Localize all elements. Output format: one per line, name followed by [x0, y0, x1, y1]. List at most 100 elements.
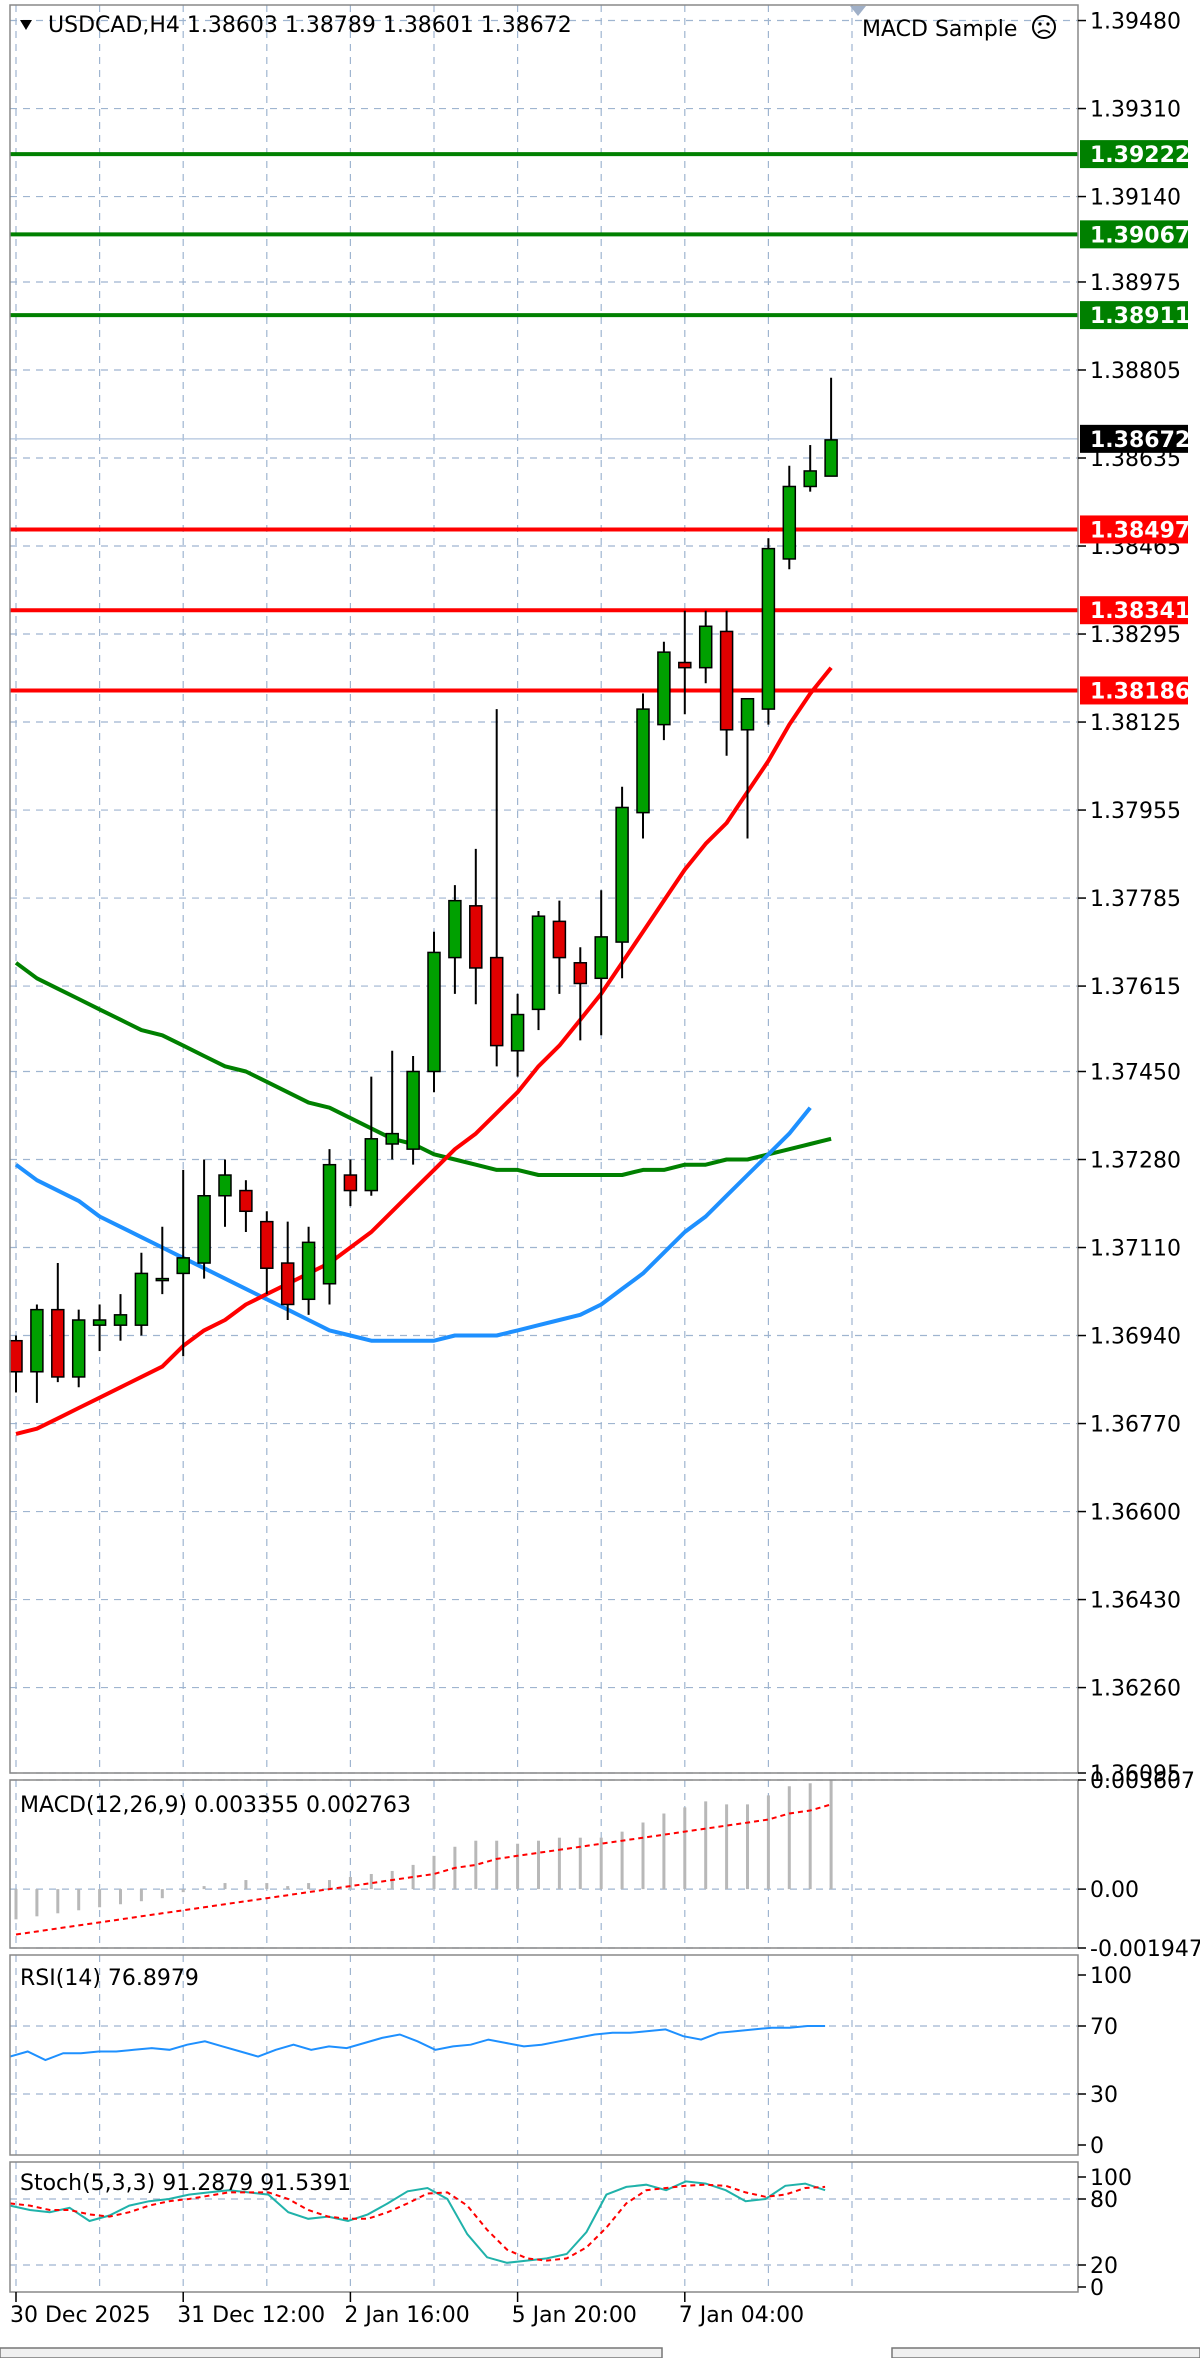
candle-body: [698, 625, 713, 669]
candle[interactable]: [489, 709, 504, 1067]
candle[interactable]: [30, 1304, 44, 1403]
macd-signal-line: [15, 1803, 832, 1936]
candle[interactable]: [636, 693, 650, 839]
candle[interactable]: [782, 465, 797, 570]
candle[interactable]: [239, 1180, 253, 1232]
candle[interactable]: [322, 1149, 337, 1305]
chart-menu-triangle-icon[interactable]: [20, 20, 32, 30]
candle[interactable]: [573, 947, 588, 1041]
price-tick-label: 1.36430: [1090, 1589, 1181, 1614]
candle[interactable]: [9, 1335, 23, 1393]
stoch-pane-border: [9, 2161, 1079, 2293]
stoch-tick-label: 20: [1090, 2254, 1118, 2279]
candle[interactable]: [343, 1159, 358, 1207]
price-tick-label: 1.39140: [1090, 186, 1181, 211]
rsi-grid: [10, 1955, 1078, 2155]
candle[interactable]: [92, 1304, 107, 1352]
candle[interactable]: [385, 1050, 399, 1160]
candle[interactable]: [364, 1076, 379, 1196]
resistance-level-tag: 1.39067: [1090, 223, 1190, 248]
candle[interactable]: [824, 377, 838, 477]
tab-strip-right[interactable]: [891, 2347, 1200, 2359]
resistance-level-tag: 1.38911: [1090, 304, 1190, 329]
candle-body: [134, 1272, 149, 1326]
time-tick-label: 2 Jan 16:00: [344, 2303, 469, 2328]
stoch-lines: [9, 2180, 826, 2264]
candle[interactable]: [113, 1294, 128, 1341]
stoch-tick-label: 100: [1090, 2166, 1132, 2191]
price-tick-label: 1.39480: [1090, 10, 1181, 35]
price-tick-label: 1.36940: [1090, 1325, 1181, 1350]
horizontal-scrollbar[interactable]: [0, 2347, 663, 2359]
candle[interactable]: [260, 1211, 274, 1295]
rsi-pane[interactable]: 100 70 30 0 RSI(14) 76.8979: [9, 1954, 1132, 2159]
support-level-tag: 1.38497: [1090, 518, 1190, 543]
rsi-tick-label: 0: [1090, 2134, 1104, 2159]
price-tick-label: 1.37110: [1090, 1237, 1181, 1262]
stoch-tick-label: 0: [1090, 2276, 1104, 2301]
candle-body: [30, 1308, 44, 1373]
macd-pane[interactable]: 0.003607 0.00 -0.001947 MACD(12,26,9) 0.00…: [9, 1769, 1200, 1962]
macd-signal: [15, 1803, 832, 1936]
candle[interactable]: [615, 786, 629, 979]
candle-body: [573, 962, 588, 985]
candle[interactable]: [740, 697, 755, 839]
candle-body: [92, 1319, 107, 1326]
price-tick-label: 1.38975: [1090, 271, 1181, 296]
candle[interactable]: [719, 610, 734, 756]
candle[interactable]: [197, 1159, 211, 1279]
candle[interactable]: [761, 538, 776, 725]
macd-tick-label: 0.00: [1090, 1878, 1139, 1903]
price-tick-label: 1.38805: [1090, 359, 1181, 384]
candle[interactable]: [51, 1263, 65, 1383]
stoch-grid: [10, 2162, 1078, 2292]
candle[interactable]: [678, 610, 692, 715]
candle[interactable]: [594, 890, 608, 1036]
candle[interactable]: [552, 900, 567, 994]
stoch-main-line: [9, 2180, 826, 2264]
candle[interactable]: [134, 1252, 149, 1336]
expert-label: MACD Sample: [862, 17, 1017, 42]
price-tick-label: 1.37280: [1090, 1149, 1181, 1174]
candle-body: [803, 470, 817, 488]
candle[interactable]: [155, 1226, 170, 1295]
rsi-series-line: [9, 2025, 826, 2062]
candle[interactable]: [427, 931, 441, 1093]
resistance-level-tag-bg: [1080, 220, 1188, 249]
macd-axis: 0.003607 0.00 -0.001947: [1078, 1769, 1200, 1962]
candle-body: [719, 630, 734, 731]
candle-body: [489, 956, 504, 1047]
candle[interactable]: [406, 1055, 420, 1165]
candle[interactable]: [657, 641, 671, 741]
candle[interactable]: [301, 1226, 316, 1315]
frown-icon[interactable]: [1032, 15, 1056, 39]
shift-marker-icon[interactable]: [850, 6, 866, 16]
candle-body: [761, 547, 776, 710]
price-tick-label: 1.37785: [1090, 887, 1181, 912]
resistance-level-tag-bg: [1080, 140, 1188, 169]
moving-average-blue: [14, 1106, 812, 1343]
candle[interactable]: [71, 1309, 86, 1388]
candle[interactable]: [218, 1159, 232, 1227]
candle[interactable]: [531, 911, 546, 1031]
candle[interactable]: [280, 1221, 295, 1320]
horizontal-levels: [10, 152, 1078, 693]
candle-body: [197, 1194, 211, 1264]
candle[interactable]: [469, 848, 483, 1005]
candle[interactable]: [176, 1169, 190, 1357]
rsi-tick-label: 70: [1090, 2015, 1118, 2040]
rsi-tick-label: 100: [1090, 1964, 1132, 1989]
candle[interactable]: [803, 445, 817, 492]
candle[interactable]: [510, 993, 525, 1077]
rsi-axis: 100 70 30 0: [1078, 1964, 1132, 2159]
current-price-tag: 1.38672: [1090, 428, 1190, 453]
candle[interactable]: [448, 885, 462, 994]
stoch-tick-label: 80: [1090, 2188, 1118, 2213]
symbol-line: USDCAD,H4 1.38603 1.38789 1.38601 1.3867…: [48, 13, 572, 38]
candle[interactable]: [698, 610, 713, 684]
price-pane[interactable]: 1.39480 1.39310 1.39140 1.38975 1.38805 1.386…: [9, 4, 1190, 1787]
support-level-tag-bg: [1080, 676, 1188, 705]
